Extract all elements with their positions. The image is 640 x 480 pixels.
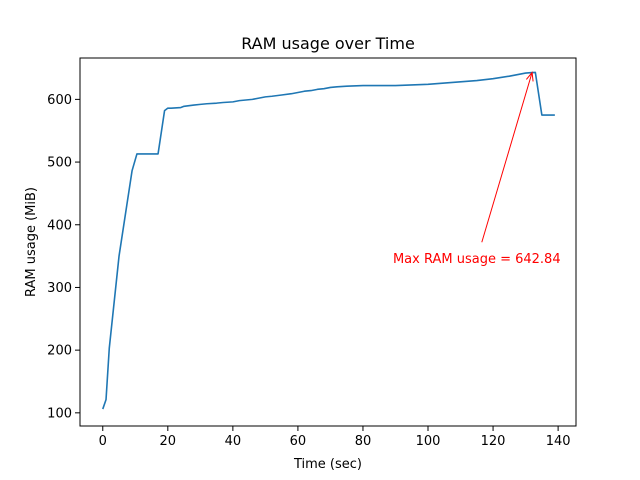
y-tick-label: 100 [47,406,72,421]
x-tick-label: 140 [546,434,571,449]
y-tick-label: 500 [47,156,72,171]
annotation-arrow-line [481,72,533,243]
x-tick-label: 40 [225,434,242,449]
x-tick-label: 0 [99,434,107,449]
ram-usage-line [102,71,555,410]
annotation-arrow-head [525,71,534,82]
x-tick-label: 60 [290,434,307,449]
y-tick-label: 600 [47,93,72,108]
x-tick-label: 120 [481,434,506,449]
plot-area: 0 20 40 60 80 100 120 140 100 200 300 400 500 600 Max … [47,57,577,449]
y-tick-label: 200 [47,344,72,359]
x-tick-label: 80 [355,434,372,449]
y-axis-label: RAM usage (MiB) [24,187,39,297]
x-tick-label: 100 [416,434,441,449]
chart-title: RAM usage over Time [241,34,415,53]
x-axis-label: Time (sec) [293,457,362,472]
plot-frame [79,57,577,427]
max-ram-annotation: Max RAM usage = 642.84 [393,252,561,267]
y-tick-label: 300 [47,281,72,296]
y-tick-label: 400 [47,218,72,233]
x-tick-label: 20 [160,434,177,449]
